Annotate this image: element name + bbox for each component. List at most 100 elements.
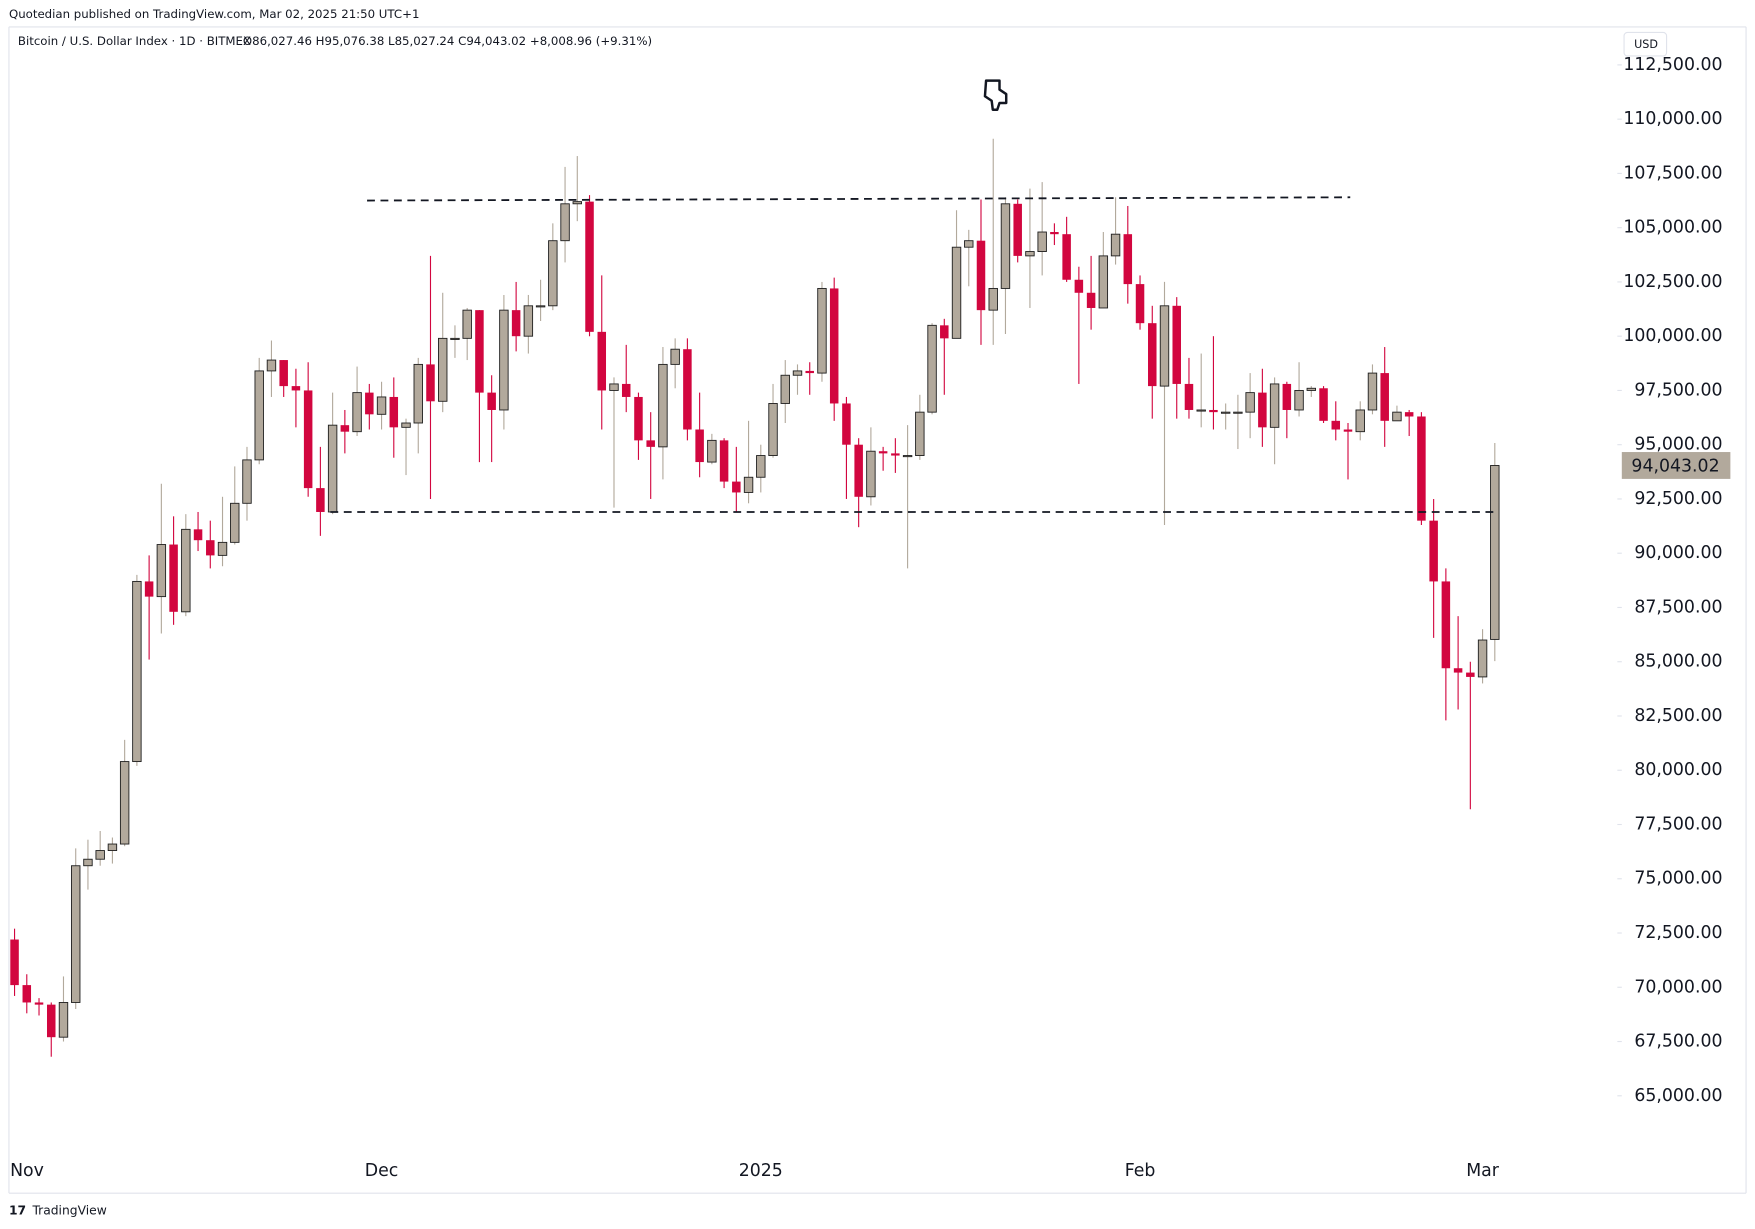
y-tick-label: 85,000.00	[1634, 652, 1722, 672]
candle-body	[426, 364, 435, 402]
candle-body	[1123, 234, 1133, 285]
candle-body	[22, 985, 32, 1003]
candle-body	[1074, 279, 1084, 293]
candle-body	[743, 476, 754, 493]
candle-body	[732, 481, 741, 493]
candle-body	[10, 939, 19, 986]
candle-body	[487, 392, 496, 410]
candle-body	[1269, 383, 1280, 428]
candle-body	[156, 544, 167, 598]
candle-body	[1196, 409, 1206, 412]
y-tick-label: 65,000.00	[1634, 1086, 1722, 1106]
candle-body	[217, 541, 228, 556]
candle-body	[1098, 255, 1109, 309]
y-tick-label: 110,000.00	[1623, 109, 1722, 129]
currency-box[interactable]	[1623, 31, 1668, 57]
x-tick-label: Nov	[10, 1161, 44, 1181]
candle-body	[1245, 392, 1255, 413]
candle-body	[1477, 639, 1488, 678]
candle-body	[572, 201, 582, 205]
candle-body	[756, 455, 766, 478]
candle-body	[1282, 383, 1292, 410]
candle-body	[1319, 388, 1328, 421]
candle-body	[1429, 520, 1438, 582]
candle-body	[621, 383, 631, 397]
candle-body	[646, 440, 655, 447]
candle-body	[1306, 387, 1317, 391]
candle-body	[891, 453, 900, 456]
candle-body	[1331, 420, 1341, 430]
y-tick-label: 77,500.00	[1634, 815, 1722, 835]
candle-body	[585, 201, 594, 332]
x-tick-label: Dec	[365, 1161, 399, 1181]
y-tick-label: 97,500.00	[1634, 380, 1722, 400]
candle-body	[303, 390, 313, 489]
candle-body	[902, 455, 913, 458]
x-tick-label: Feb	[1125, 1161, 1156, 1181]
candle-body	[242, 459, 252, 504]
candle-body	[695, 429, 704, 463]
y-tick-label: 92,500.00	[1634, 489, 1722, 509]
candle-body	[413, 363, 423, 424]
candle-body	[1453, 668, 1463, 673]
y-tick-label: 95,000.00	[1634, 435, 1722, 455]
candle-body	[1110, 233, 1121, 257]
candle-body	[915, 411, 925, 457]
y-tick-label: 105,000.00	[1623, 218, 1722, 238]
candle-body	[340, 425, 350, 432]
candle-body	[132, 580, 142, 763]
candle-body	[1404, 412, 1414, 417]
candle-body	[670, 348, 680, 365]
candle-body	[854, 444, 863, 497]
candle-body	[951, 246, 962, 339]
candle-body	[780, 374, 790, 404]
candle-body	[206, 540, 215, 556]
candle-body	[1013, 203, 1022, 256]
currency[interactable]: USD	[1634, 38, 1658, 51]
candle-body	[95, 850, 105, 860]
x-tick-label: 2025	[739, 1161, 783, 1181]
candle-body	[462, 309, 472, 339]
candle-body	[34, 1002, 44, 1005]
candle-body	[389, 396, 399, 428]
y-tick-label: 102,500.00	[1623, 272, 1722, 292]
candle-body	[792, 370, 803, 376]
candle-body	[707, 439, 717, 463]
candle-body	[83, 858, 93, 867]
legend-ohlc: O86,027.46 H95,076.38 L85,027.24 C94,043…	[243, 34, 652, 48]
x-tick-label: Mar	[1466, 1161, 1500, 1181]
candle-body	[1380, 373, 1389, 421]
candle-body	[499, 309, 509, 411]
candle-body	[1258, 392, 1267, 428]
candle-body	[1184, 383, 1194, 410]
y-tick-label: 72,500.00	[1634, 923, 1722, 943]
candle-body	[1148, 323, 1157, 387]
y-tick-label: 87,500.00	[1634, 597, 1722, 617]
y-tick-label: 100,000.00	[1623, 326, 1722, 346]
symbol-title: Bitcoin / U.S. Dollar Index · 1D · BITME…	[18, 34, 251, 48]
y-tick-label: 90,000.00	[1634, 543, 1722, 563]
candle-body	[805, 370, 814, 374]
candle-body	[266, 359, 277, 372]
candle-body	[1294, 389, 1304, 411]
candle-body	[1220, 411, 1231, 414]
publisher: Quotedian published on TradingView.com, …	[9, 7, 419, 21]
candle-body	[144, 581, 154, 597]
candle-body	[107, 843, 118, 851]
candle-body	[1233, 411, 1243, 414]
level-line	[367, 196, 1351, 202]
candle-body	[964, 240, 974, 248]
candle-body	[878, 451, 888, 454]
candle-body	[1209, 409, 1218, 413]
y-tick-label: 80,000.00	[1634, 760, 1722, 780]
candle-body	[940, 325, 949, 339]
last-price-label: 94,043.02	[1631, 457, 1719, 477]
candle-body	[316, 488, 325, 512]
candle-body	[719, 440, 729, 482]
y-tick-label: 75,000.00	[1634, 869, 1722, 889]
candle-body	[523, 305, 534, 337]
candle-body	[1037, 231, 1047, 252]
candle-body	[376, 396, 387, 415]
candle-body	[817, 287, 827, 374]
